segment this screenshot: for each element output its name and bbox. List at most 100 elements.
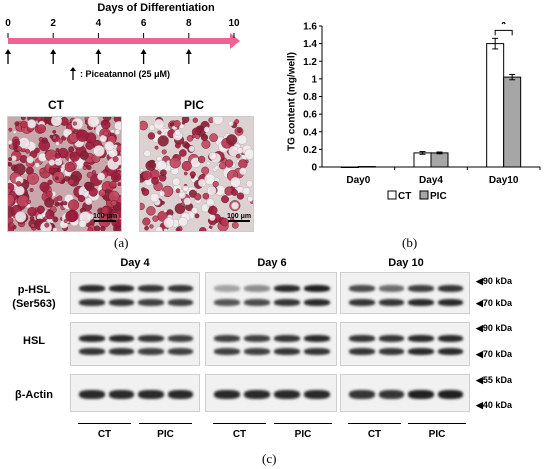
row-label-line: p-HSL: [17, 284, 51, 296]
timeline-tick-label: 0: [5, 18, 11, 29]
piceatannol-arrow-icon: [185, 49, 192, 64]
lipid-droplet: [206, 161, 211, 166]
panel-label-a: (a): [114, 235, 129, 250]
lipid-droplet: [94, 225, 101, 231]
group-label: CT: [367, 429, 382, 440]
group-label: CT: [97, 429, 112, 440]
lipid-droplet: [43, 216, 48, 221]
blot-panel: [205, 374, 337, 412]
lipid-droplet: [161, 149, 167, 155]
lipid-droplet: [238, 159, 248, 169]
lipid-droplet: [192, 117, 198, 123]
lipid-droplet: [14, 211, 27, 223]
lipid-droplet: [52, 216, 59, 223]
blot-day-label: Day 6: [257, 257, 287, 269]
lipid-droplet: [208, 214, 216, 221]
lipid-droplet: [113, 175, 118, 180]
lipid-droplet: [14, 185, 25, 196]
lipid-droplet: [110, 199, 118, 207]
timeline-arrow: [5, 33, 240, 64]
lipid-droplet: [29, 216, 35, 221]
lipid-droplet: [20, 117, 26, 121]
lipid-droplet: [88, 187, 98, 197]
blot-band: [138, 285, 164, 292]
blot-band: [437, 390, 463, 399]
lipid-droplet: [63, 219, 68, 224]
blot-band: [214, 299, 240, 306]
lipid-droplet: [209, 133, 218, 143]
micrograph-ct-label: CT: [48, 98, 64, 112]
bar-pic-day4: [430, 152, 449, 168]
blot-band: [79, 348, 105, 355]
group-underline: [78, 423, 131, 424]
lipid-droplet: [26, 172, 39, 185]
scale-bar-label: 100 μm: [227, 213, 252, 220]
group-underline: [274, 423, 332, 424]
lipid-droplet: [86, 164, 92, 171]
lipid-droplet: [149, 192, 160, 203]
lipid-droplet: [143, 149, 151, 158]
lipid-droplet: [174, 142, 181, 149]
lipid-droplet: [15, 181, 22, 187]
lipid-droplet: [97, 172, 106, 181]
lipid-droplet: [36, 117, 42, 121]
blot-panel: [340, 374, 470, 412]
blot-band: [214, 390, 240, 399]
lipid-droplet: [189, 171, 196, 178]
kda-marker: ◀55 kDa: [476, 375, 512, 385]
blot-band: [79, 285, 105, 292]
lipid-droplet: [179, 189, 184, 193]
lipid-droplet: [59, 202, 64, 206]
kda-marker: ◀70 kDa: [476, 349, 512, 359]
kda-marker: ◀70 kDa: [476, 298, 512, 308]
lipid-droplet: [91, 170, 97, 175]
scale-bar-label: 100 μm: [93, 213, 118, 220]
blot-band: [378, 335, 404, 342]
lipid-droplet: [242, 187, 251, 196]
lipid-droplet: [16, 146, 22, 152]
blot-band: [214, 285, 240, 292]
blot-panel: [340, 322, 470, 366]
lipid-droplet: [26, 199, 31, 205]
lipid-droplet: [221, 195, 230, 204]
lipid-droplet: [159, 169, 167, 177]
y-tick-label: 0.6: [303, 110, 317, 121]
blot-band: [138, 299, 164, 306]
lipid-droplet: [72, 121, 77, 126]
bar-ct-day4: [413, 152, 432, 168]
legend-swatch: [387, 190, 397, 200]
blot-band: [244, 348, 270, 355]
blot-band: [108, 348, 134, 355]
lipid-droplet: [231, 189, 238, 196]
legend-swatch: [419, 190, 429, 200]
blot-band: [304, 348, 330, 355]
blot-band: [274, 299, 300, 306]
lipid-droplet: [144, 225, 149, 231]
lipid-droplet: [93, 145, 105, 157]
blot-band: [274, 285, 300, 292]
lipid-droplet: [56, 167, 61, 173]
timeline-tick-label: 8: [186, 18, 192, 29]
lipid-droplet: [212, 180, 219, 188]
piceatannol-arrow-icon: [140, 49, 147, 64]
lipid-droplet: [172, 177, 181, 186]
lipid-droplet: [236, 153, 241, 159]
blot-band: [108, 285, 134, 292]
blot-band: [378, 348, 404, 355]
lipid-droplet: [84, 181, 92, 190]
lipid-droplet: [54, 176, 59, 181]
kda-marker: ◀90 kDa: [476, 276, 512, 286]
lipid-droplet: [163, 217, 175, 229]
error-bar: [419, 151, 426, 155]
lipid-droplet: [244, 148, 253, 160]
lipid-droplet: [140, 167, 144, 172]
lipid-droplet: [26, 155, 34, 164]
lipid-droplet: [114, 121, 121, 131]
lipid-droplet: [8, 157, 13, 162]
group-label: CT: [232, 429, 247, 440]
lipid-droplet: [197, 155, 206, 164]
timeline-tick-label: 2: [50, 18, 56, 29]
lipid-droplet: [25, 148, 30, 154]
blot-band: [79, 299, 105, 306]
blot-band: [138, 335, 164, 342]
